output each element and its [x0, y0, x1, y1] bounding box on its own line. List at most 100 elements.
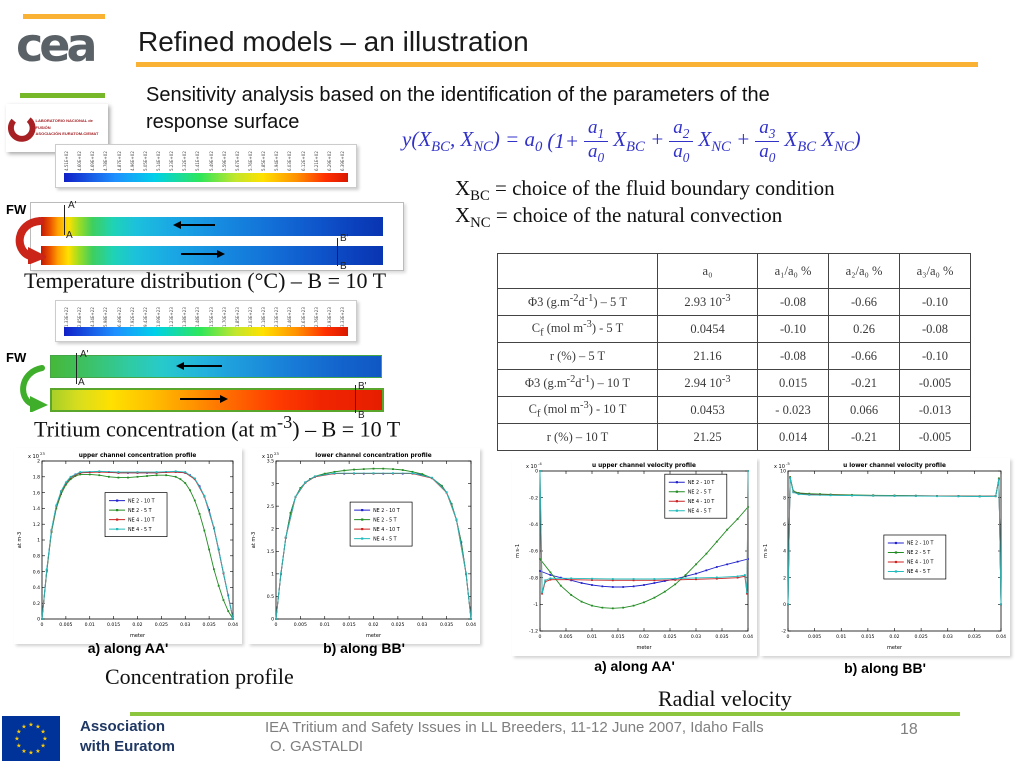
svg-text:0.025: 0.025 — [663, 634, 676, 640]
svg-text:0.005: 0.005 — [294, 622, 307, 628]
temp-fw-label: FW — [6, 202, 27, 217]
svg-text:1: 1 — [271, 572, 274, 578]
chart2-caption: b) along BB' — [323, 640, 405, 656]
svg-text:★: ★ — [16, 729, 21, 736]
svg-text:0.03: 0.03 — [691, 634, 701, 640]
svg-text:0.005: 0.005 — [559, 634, 572, 640]
radial-velocity-caption: Radial velocity — [658, 686, 792, 711]
flow-arrow-right-head-icon — [217, 250, 225, 258]
svg-text:1.4: 1.4 — [33, 506, 40, 512]
svg-text:★: ★ — [42, 736, 47, 743]
association-euratom-label: Association with Euratom — [80, 717, 175, 758]
lower-concentration-chart: 0 0.005 0.01 0.015 0.02 0.025 0.03 0.035 0.04 0 0.… — [248, 448, 480, 644]
title-underline — [136, 62, 978, 67]
svg-text:0.04: 0.04 — [996, 634, 1006, 640]
svg-text:4: 4 — [783, 549, 786, 555]
chart1-caption: a) along AA' — [87, 640, 169, 656]
svg-text:★: ★ — [40, 743, 45, 750]
chart4-caption: b) along BB' — [844, 660, 926, 676]
page-number: 18 — [900, 721, 918, 738]
upper-velocity-chart: 0 0.005 0.01 0.015 0.02 0.025 0.03 0.035 0.04 0 -0… — [512, 458, 757, 656]
svg-text:NE 4 - 5 T: NE 4 - 5 T — [128, 527, 152, 533]
temperature-colorbar: 4.51E+02 4.60E+02 4.69E+02 4.78E+02 4.87E+02… — [55, 144, 357, 188]
svg-text:★: ★ — [28, 750, 33, 757]
svg-text:-4: -4 — [538, 461, 542, 466]
svg-text:0: 0 — [41, 622, 44, 628]
svg-text:0.04: 0.04 — [466, 622, 476, 628]
svg-text:at m-3: at m-3 — [251, 532, 257, 548]
svg-text:0.4: 0.4 — [33, 585, 40, 591]
svg-text:0.015: 0.015 — [611, 634, 624, 640]
header-orange-rule — [23, 14, 105, 19]
svg-text:2: 2 — [783, 575, 786, 581]
svg-text:NE 2 - 10 T: NE 2 - 10 T — [907, 541, 934, 547]
temperature-colorbar-ticks: 4.51E+02 4.60E+02 4.69E+02 4.78E+02 4.87E+02… — [64, 151, 345, 171]
svg-text:0.015: 0.015 — [107, 622, 120, 628]
tritium-caption: Tritium concentration (at m-3) – B = 10 … — [34, 412, 401, 442]
svg-text:meter: meter — [130, 633, 146, 639]
trit-fw-label: FW — [6, 350, 27, 365]
svg-text:0.03: 0.03 — [417, 622, 427, 628]
svg-text:★: ★ — [21, 724, 26, 731]
svg-text:0.035: 0.035 — [968, 634, 981, 640]
temperature-map-panel — [30, 202, 404, 271]
svg-text:0.01: 0.01 — [85, 622, 95, 628]
svg-text:1.5: 1.5 — [267, 549, 274, 555]
svg-text:★: ★ — [21, 748, 26, 755]
svg-text:0.025: 0.025 — [155, 622, 168, 628]
svg-text:0: 0 — [275, 622, 278, 628]
svg-text:0.8: 0.8 — [33, 554, 40, 560]
svg-text:x 10: x 10 — [262, 454, 273, 460]
svg-text:0: 0 — [37, 617, 40, 623]
temp-marker-a: A — [66, 230, 73, 241]
svg-text:0.01: 0.01 — [320, 622, 330, 628]
svg-text:-0.4: -0.4 — [529, 522, 538, 528]
svg-text:lower channel concentration pr: lower channel concentration profile — [315, 453, 432, 459]
flow-arrow-left-head-icon — [173, 221, 181, 229]
svg-text:3.5: 3.5 — [267, 459, 274, 465]
fw-green-curved-arrow-icon — [20, 365, 48, 412]
temp-marker-a-prime: A' — [68, 200, 77, 211]
svg-text:NE 2 - 10 T: NE 2 - 10 T — [128, 498, 155, 504]
svg-text:1.6: 1.6 — [33, 490, 40, 496]
svg-text:NE 2 - 5 T: NE 2 - 5 T — [373, 517, 397, 523]
svg-text:0: 0 — [787, 634, 790, 640]
svg-text:NE 2 - 10 T: NE 2 - 10 T — [373, 508, 400, 514]
tritium-colorbar: 1.33E+22 2.85E+22 4.34E+22 5.98E+22 6.49E+22… — [55, 300, 357, 342]
svg-text:2.5: 2.5 — [267, 504, 274, 510]
table-row: r (%) – 10 T 21.25 0.014 -0.21 -0.005 — [497, 423, 971, 451]
fusion-crescent-icon — [7, 114, 36, 142]
svg-text:0.2: 0.2 — [33, 601, 40, 607]
concentration-profile-caption: Concentration profile — [105, 664, 294, 689]
svg-text:-0.8: -0.8 — [529, 575, 538, 581]
svg-text:★: ★ — [14, 736, 19, 743]
svg-text:m s-1: m s-1 — [515, 544, 521, 558]
flow-arrow-left-icon — [179, 224, 215, 226]
svg-text:0.6: 0.6 — [33, 569, 40, 575]
svg-text:0: 0 — [535, 469, 538, 475]
svg-text:0.02: 0.02 — [639, 634, 649, 640]
svg-text:0.02: 0.02 — [889, 634, 899, 640]
table-row: Cf (mol m-3) - 10 T 0.0453- 0.023 0.066 -0.… — [497, 396, 971, 424]
svg-text:8: 8 — [783, 495, 786, 501]
trit-marker-a-prime: A' — [80, 349, 89, 360]
svg-text:m s-1: m s-1 — [763, 544, 769, 558]
svg-text:0.01: 0.01 — [836, 634, 846, 640]
svg-text:★: ★ — [40, 729, 45, 736]
temperature-caption: Temperature distribution (°C) – B = 10 T — [24, 268, 387, 293]
svg-text:NE 4 - 10 T: NE 4 - 10 T — [128, 517, 155, 523]
temp-marker-b-line — [337, 238, 338, 266]
svg-text:0.005: 0.005 — [59, 622, 72, 628]
subtitle-line2: response surface — [146, 111, 300, 133]
tritium-arrow-left-head-icon — [176, 362, 184, 370]
svg-text:NE 4 - 5 T: NE 4 - 5 T — [688, 508, 712, 514]
svg-text:★: ★ — [28, 722, 33, 729]
svg-text:0.035: 0.035 — [203, 622, 216, 628]
svg-text:0.005: 0.005 — [808, 634, 821, 640]
eu-flag-icon: ★ ★★★★★★★★★★★ — [2, 716, 60, 761]
svg-text:x 10: x 10 — [526, 464, 537, 470]
svg-text:23: 23 — [274, 451, 279, 456]
svg-text:2: 2 — [37, 459, 40, 465]
svg-text:NE 4 - 10 T: NE 4 - 10 T — [688, 499, 715, 505]
fusion-logo-line2: ASOCIACIÓN EURATOM-CIEMAT — [35, 131, 99, 137]
